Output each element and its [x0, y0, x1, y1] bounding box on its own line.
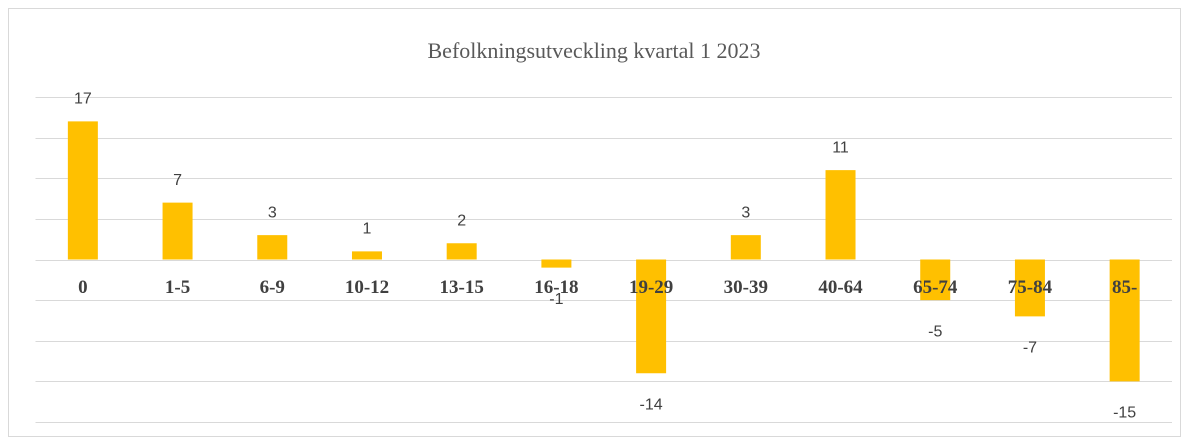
x-tick-label: 16-18: [534, 277, 578, 298]
bar: [1109, 259, 1140, 382]
x-tick-label: 75-84: [1008, 277, 1053, 298]
x-tick-label: 1-5: [165, 277, 190, 298]
bar: [636, 259, 667, 374]
bar: [1014, 259, 1045, 317]
bar: [920, 259, 951, 301]
data-label: -15: [1113, 405, 1136, 422]
bar: [257, 235, 288, 260]
chart-title: Befolkningsutveckling kvartal 1 2023: [428, 38, 761, 63]
data-label: -14: [640, 396, 663, 413]
data-label: -1: [549, 291, 563, 308]
x-tick-label: 85-: [1112, 277, 1137, 298]
x-tick-label: 10-12: [345, 277, 389, 298]
x-tick-label: 65-74: [913, 277, 958, 298]
bar: [351, 251, 382, 260]
bar: [446, 243, 477, 260]
x-tick-label: 13-15: [440, 277, 484, 298]
chart-border: [8, 8, 1181, 437]
data-label: 11: [832, 139, 849, 156]
data-label: 3: [741, 204, 750, 221]
bar: [67, 121, 98, 260]
data-label: -7: [1023, 340, 1037, 357]
bar: [162, 202, 193, 260]
data-label: -5: [928, 323, 942, 340]
data-label: 1: [363, 221, 372, 238]
x-tick-label: 40-64: [818, 277, 863, 298]
data-label: 17: [74, 91, 92, 108]
bar: [541, 259, 572, 268]
bar: [730, 235, 761, 260]
data-label: 2: [457, 212, 466, 229]
data-label: 3: [268, 204, 277, 221]
x-tick-label: 30-39: [724, 277, 768, 298]
x-tick-label: 6-9: [260, 277, 285, 298]
x-tick-label: 19-29: [629, 277, 673, 298]
bar: [825, 170, 856, 260]
x-tick-label: 0: [78, 277, 88, 298]
data-label: 7: [173, 172, 182, 189]
